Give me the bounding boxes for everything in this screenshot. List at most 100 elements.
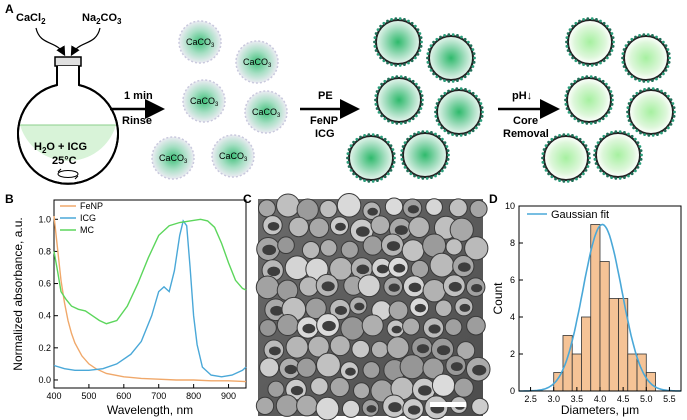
sem-capsule	[301, 240, 321, 260]
shell-particle	[383, 137, 387, 141]
shell-particle	[638, 79, 641, 83]
shell-particle	[426, 60, 430, 64]
capsule-body	[259, 357, 280, 378]
sem-capsule	[298, 276, 320, 297]
capsule-body	[310, 377, 329, 396]
sem-capsule	[316, 313, 340, 337]
sem-capsule	[444, 318, 463, 336]
capsule-opening	[388, 283, 400, 292]
y-axis-label: Normalized absorbance, a.u.	[11, 217, 25, 370]
sem-capsule	[255, 396, 275, 416]
shell-particle	[621, 56, 624, 60]
shell-particle	[602, 134, 606, 138]
shell-particle	[660, 131, 663, 135]
capsule-body	[319, 199, 338, 219]
x-tick-label: 600	[116, 391, 131, 401]
shell-particle	[660, 89, 663, 93]
capsule-opening	[448, 281, 462, 292]
shell-particle	[451, 79, 455, 83]
shell-particle	[437, 134, 441, 138]
histogram-bar	[571, 353, 582, 392]
shell-particle	[447, 153, 450, 157]
shell-particle	[586, 165, 590, 168]
shell-particle	[432, 72, 436, 76]
shell-particle	[435, 119, 439, 122]
series-line-icg	[53, 219, 247, 378]
shell-particle	[413, 56, 417, 60]
shell-particle	[547, 172, 551, 176]
shell-particle	[346, 156, 349, 160]
capsule-opening	[428, 324, 441, 334]
hollow-capsule	[621, 33, 671, 83]
x-axis-label: Wavelength, nm	[107, 403, 193, 417]
shell-particle	[477, 98, 481, 102]
coated-core	[402, 132, 448, 178]
capsule-body	[362, 235, 383, 256]
shell-particle	[373, 36, 377, 40]
shell-particle	[627, 174, 630, 178]
capsule-body	[386, 336, 410, 360]
capsule-opening	[345, 367, 356, 376]
shell-particle	[355, 175, 359, 179]
coated-particle	[426, 33, 476, 83]
shell-particle	[604, 82, 608, 86]
sem-capsule	[465, 277, 486, 297]
shell-particle	[409, 134, 413, 138]
caco3-label: CaCO3	[190, 96, 219, 108]
shell-particle	[638, 145, 642, 148]
capsule-shell	[566, 77, 612, 123]
shell-particle	[417, 176, 420, 180]
sem-capsule	[296, 316, 320, 339]
shell-particle	[605, 56, 609, 60]
capsule-body	[361, 314, 384, 337]
shell-particle	[481, 110, 484, 114]
y-tick-label: 10	[505, 201, 515, 211]
capsule-body	[340, 240, 359, 259]
sem-capsule	[384, 197, 404, 216]
capsule-body	[298, 276, 320, 297]
shell-particle	[417, 110, 421, 114]
capsule-body	[401, 239, 425, 262]
sem-capsule	[263, 339, 285, 361]
sem-capsule	[267, 380, 285, 398]
sem-capsule	[284, 255, 310, 281]
shell-particle	[447, 131, 450, 135]
capsule-body	[422, 357, 445, 380]
capsule-body	[315, 396, 340, 420]
shell-particle	[585, 121, 589, 125]
shell-particle	[386, 61, 389, 65]
capsule-body	[410, 259, 430, 279]
shell-particle	[391, 75, 394, 79]
shell-particle	[643, 87, 646, 91]
shell-particle	[575, 135, 578, 139]
sem-capsule	[464, 236, 489, 261]
shell-particle	[602, 21, 606, 25]
shell-particle	[383, 175, 387, 179]
capsule-opening	[407, 205, 419, 214]
shell-particle	[439, 35, 442, 39]
shell-particle	[570, 82, 574, 86]
sem-capsule	[329, 335, 351, 357]
capsule-body	[456, 341, 476, 360]
shell-particle	[599, 169, 603, 173]
shell-particle	[558, 133, 561, 137]
shell-particle	[639, 157, 643, 161]
capsule-body	[357, 274, 381, 298]
scale-bar	[430, 402, 466, 407]
diameter-histogram: 2.5 3.0 3.5 4.0 4.5 5.0 5.5 0 2 4 6 8 10 Diameters, μ…	[491, 201, 682, 417]
shell-particle	[627, 102, 631, 105]
shell-particle	[456, 79, 459, 83]
shell-particle	[400, 149, 404, 153]
y-tick-label: 0.8	[38, 246, 51, 256]
capsule-body	[336, 193, 362, 218]
shell-particle	[479, 119, 483, 122]
shell-particle	[406, 137, 410, 141]
capsule-body	[448, 198, 468, 218]
shell-particle	[404, 121, 407, 125]
shell-particle	[627, 119, 631, 122]
coated-particle	[373, 17, 423, 67]
capsule-opening	[408, 282, 422, 293]
caco3-particle: CaCO3	[235, 40, 279, 84]
shell-particle	[425, 176, 429, 180]
shell-particle	[429, 68, 433, 72]
